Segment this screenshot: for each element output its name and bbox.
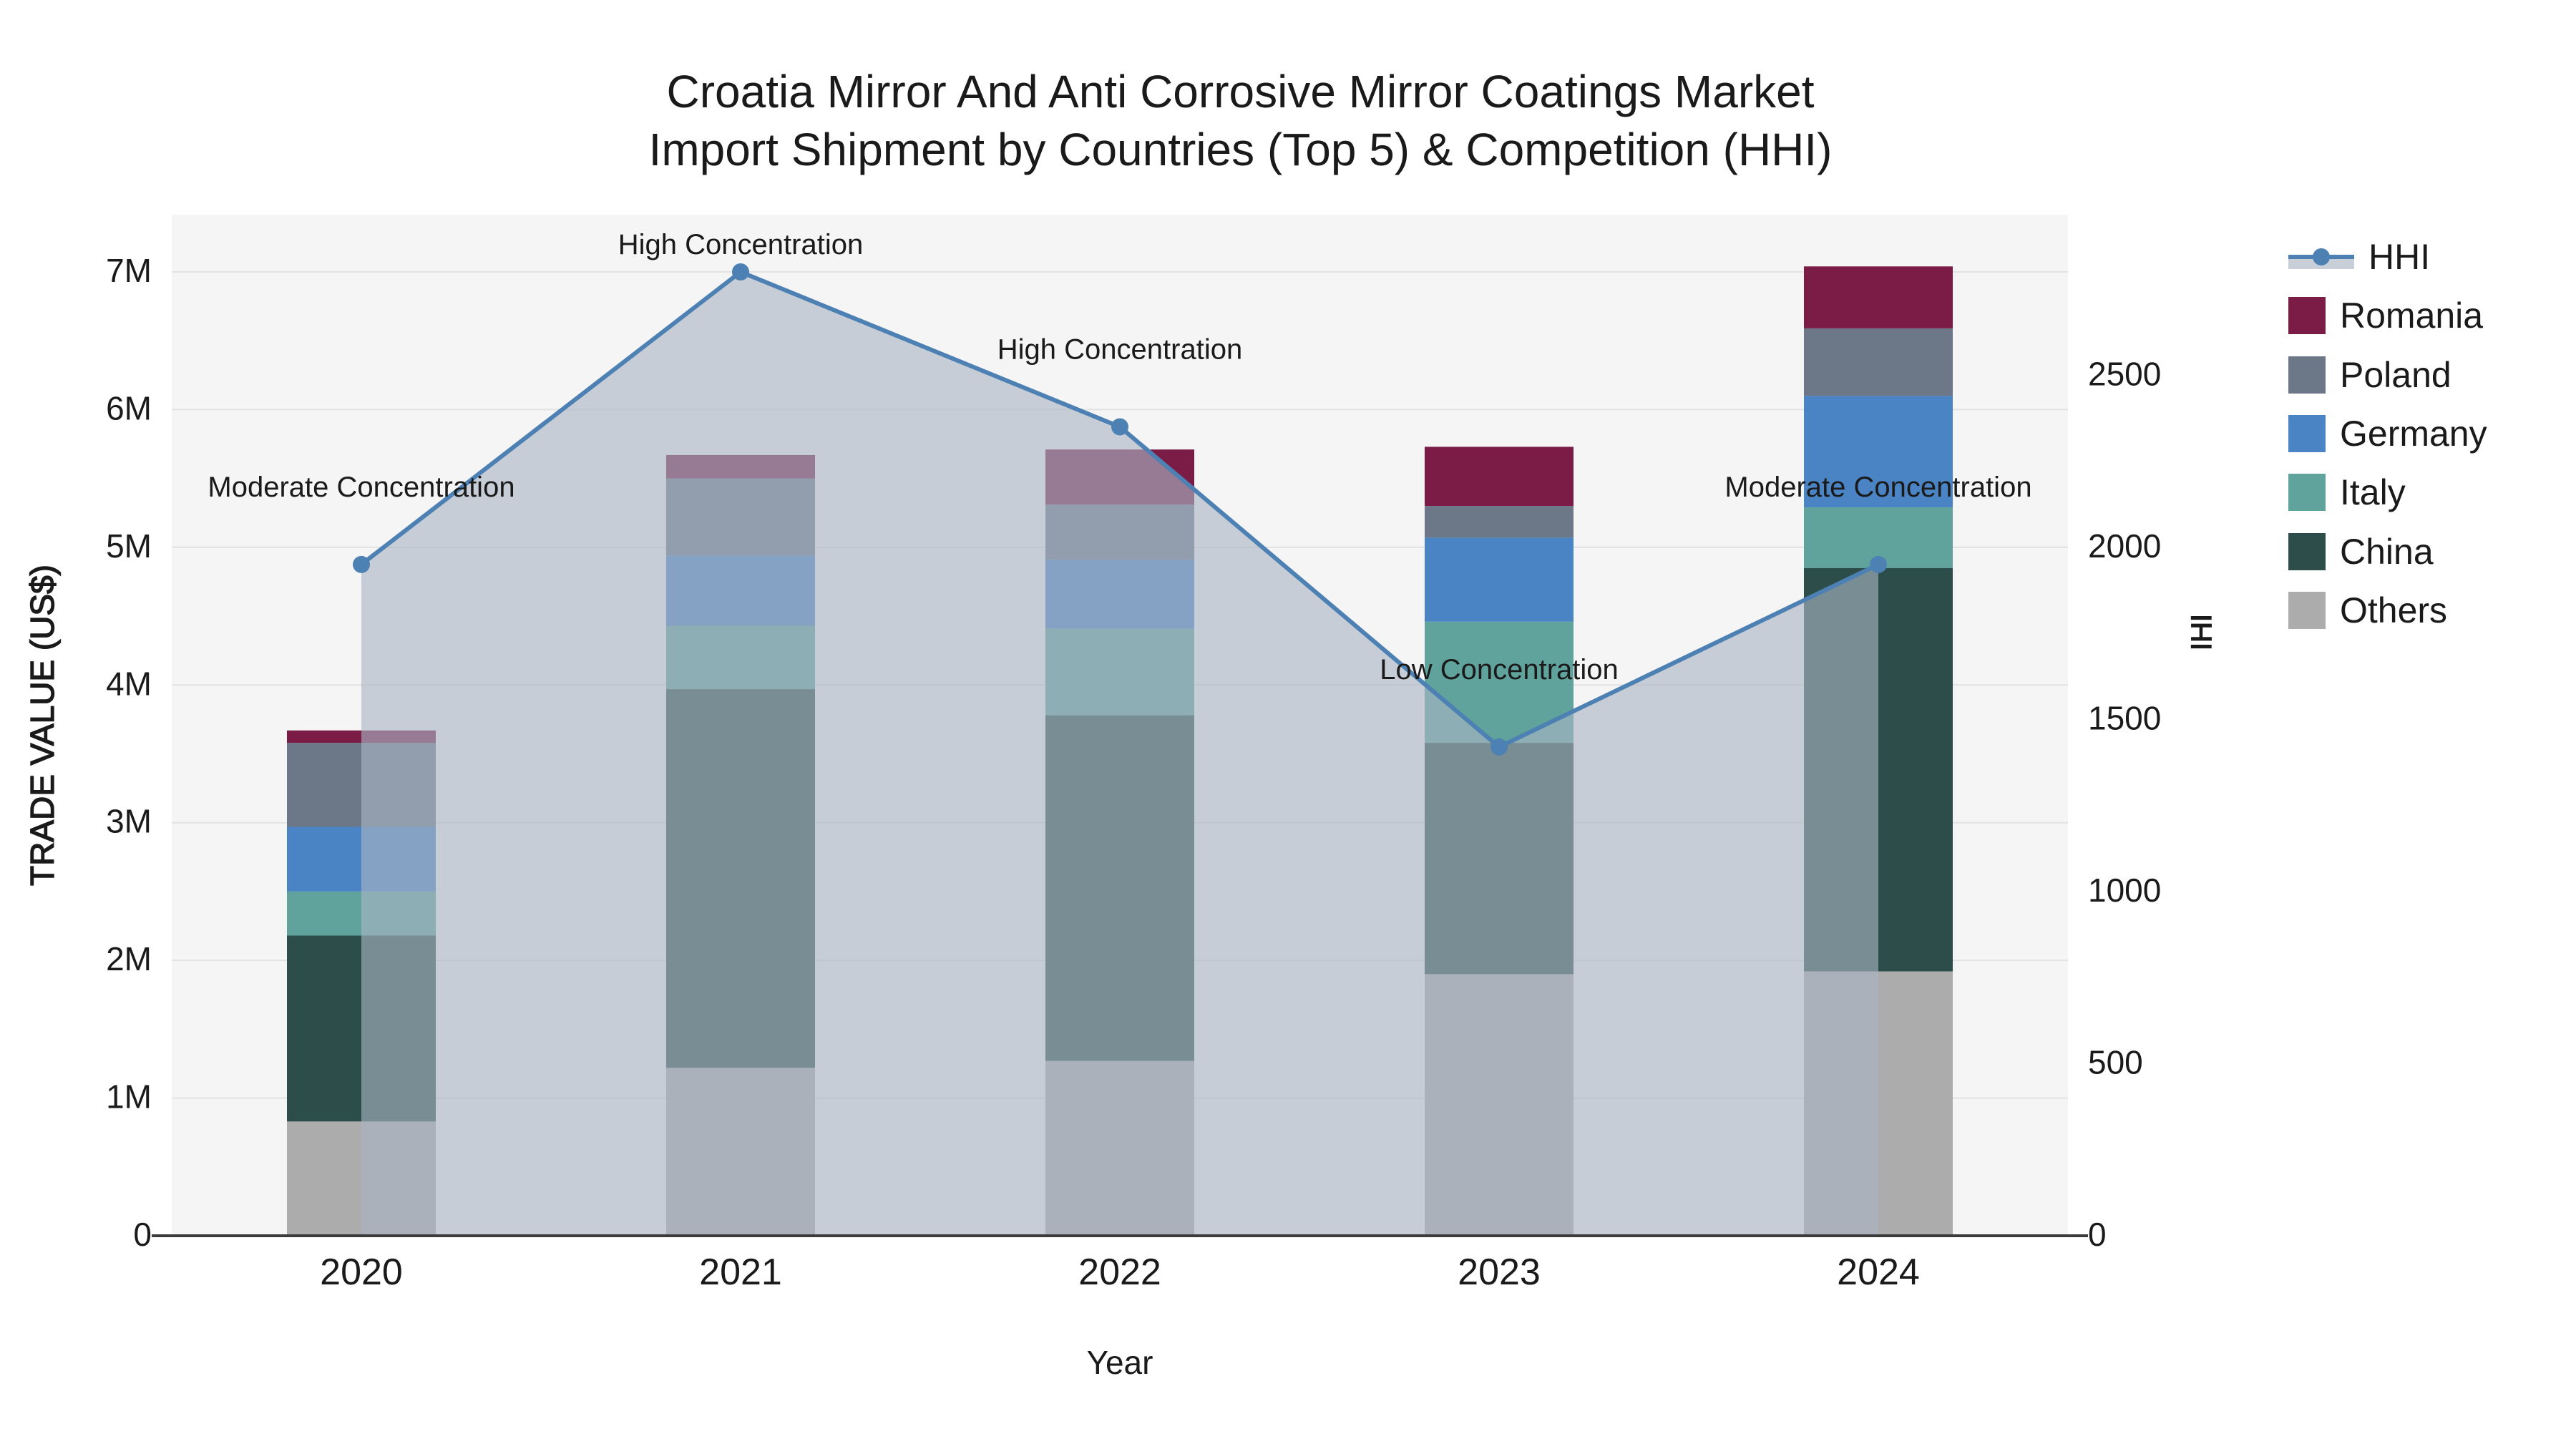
svg-text:Moderate Concentration: Moderate Concentration	[208, 472, 514, 503]
svg-text:Moderate Concentration: Moderate Concentration	[1724, 472, 2031, 503]
svg-text:IHI: IHI	[2186, 614, 2218, 650]
svg-text:5M: 5M	[106, 527, 152, 565]
svg-text:500: 500	[2088, 1044, 2143, 1081]
svg-text:2M: 2M	[106, 940, 152, 977]
svg-text:TRADE VALUE (US$): TRADE VALUE (US$)	[24, 565, 61, 886]
svg-text:1000: 1000	[2088, 872, 2161, 909]
svg-text:2024: 2024	[1837, 1252, 1920, 1293]
svg-text:High Concentration: High Concentration	[618, 229, 863, 260]
svg-text:2023: 2023	[1458, 1252, 1541, 1293]
svg-text:1M: 1M	[106, 1078, 152, 1116]
svg-text:3M: 3M	[106, 803, 152, 840]
svg-text:1500: 1500	[2088, 699, 2161, 736]
svg-text:Low Concentration: Low Concentration	[1380, 654, 1619, 686]
svg-text:2020: 2020	[320, 1252, 403, 1293]
svg-text:2500: 2500	[2088, 355, 2161, 392]
svg-text:6M: 6M	[106, 389, 152, 426]
svg-text:2021: 2021	[699, 1252, 782, 1293]
svg-text:7M: 7M	[106, 252, 152, 289]
svg-text:0: 0	[133, 1216, 152, 1253]
svg-text:4M: 4M	[106, 665, 152, 702]
svg-text:0: 0	[2088, 1216, 2107, 1253]
svg-text:2022: 2022	[1078, 1252, 1161, 1293]
svg-text:High Concentration: High Concentration	[997, 334, 1242, 366]
svg-text:2000: 2000	[2088, 527, 2161, 565]
